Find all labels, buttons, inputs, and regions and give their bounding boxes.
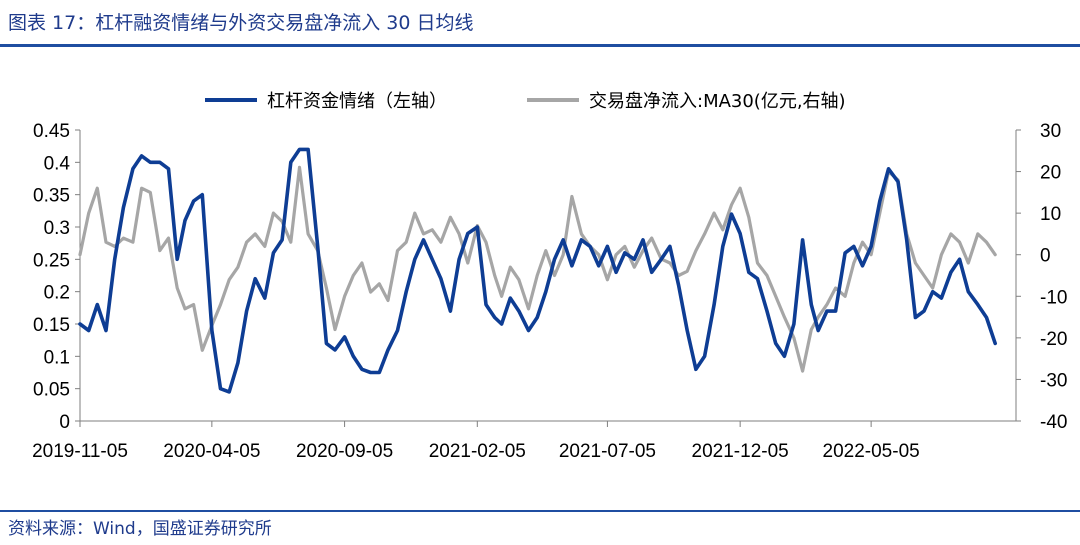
left-axis-tick-label: 0.4 xyxy=(44,153,71,174)
series-leverage-sentiment xyxy=(78,147,998,394)
series-net-inflow-ma30 xyxy=(78,165,997,373)
left-axis-tick-label: 0.25 xyxy=(33,250,70,271)
left-axis-tick-label: 0.15 xyxy=(33,315,70,336)
right-axis-tick-label: -30 xyxy=(1040,370,1067,391)
x-axis-tick-label: 2020-09-05 xyxy=(296,441,393,462)
legend-label-inflow: 交易盘净流入:MA30(亿元,右轴) xyxy=(589,91,846,112)
left-axis-tick-label: 0.45 xyxy=(33,121,70,142)
legend-label-leverage: 杠杆资金情绪（左轴） xyxy=(267,91,447,112)
left-axis-tick-label: 0.05 xyxy=(33,380,70,401)
source-note: 资料来源：Wind，国盛证券研究所 xyxy=(8,519,272,539)
right-axis-tick-label: -20 xyxy=(1040,329,1067,350)
right-axis-tick-label: -10 xyxy=(1040,287,1067,308)
figure-title: 图表 17：杠杆融资情绪与外资交易盘净流入 30 日均线 xyxy=(8,12,474,34)
x-axis-tick-label: 2021-12-05 xyxy=(692,441,789,462)
right-axis-tick-label: 0 xyxy=(1040,246,1051,267)
x-axis-tick-label: 2021-02-05 xyxy=(429,441,526,462)
right-axis-tick-label: 30 xyxy=(1040,121,1061,142)
x-axis-tick-label: 2019-11-05 xyxy=(32,441,128,462)
title-divider xyxy=(0,44,1080,47)
right-axis-tick-label: 20 xyxy=(1040,163,1061,184)
chart-axes: 0 0.05 0.1 0.15 0.2 0.25 0.3 0.35 0.4 0.45 -40 -30 -… xyxy=(32,121,1067,462)
left-axis-tick-label: 0 xyxy=(59,412,70,433)
left-axis-tick-label: 0.2 xyxy=(44,283,70,304)
source-divider xyxy=(0,510,1080,512)
series-layer xyxy=(78,147,998,394)
left-axis-tick-label: 0.1 xyxy=(44,347,70,368)
x-axis-tick-label: 2022-05-05 xyxy=(823,441,920,462)
x-axis-tick-label: 2020-04-05 xyxy=(163,441,260,462)
chart-legend: 杠杆资金情绪（左轴） 交易盘净流入:MA30(亿元,右轴) xyxy=(205,91,846,112)
x-axis-tick-label: 2021-07-05 xyxy=(559,441,656,462)
right-axis-tick-label: 10 xyxy=(1040,204,1061,225)
right-axis-tick-label: -40 xyxy=(1040,412,1067,433)
left-axis-tick-label: 0.3 xyxy=(44,218,70,239)
left-axis-tick-label: 0.35 xyxy=(33,186,70,207)
